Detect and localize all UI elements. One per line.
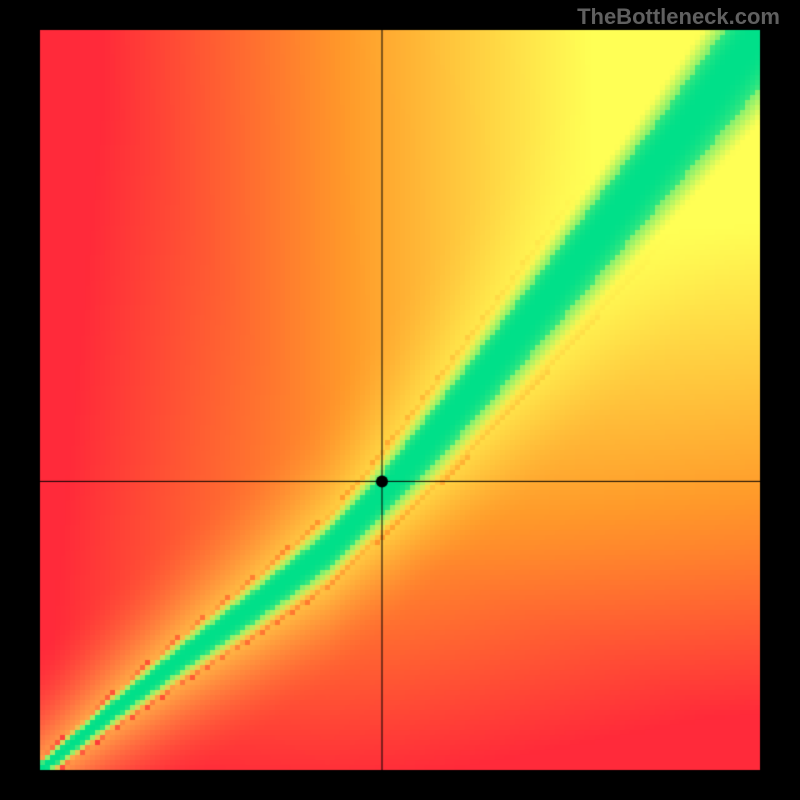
watermark-text: TheBottleneck.com [577, 4, 780, 30]
heatmap-canvas [0, 0, 800, 800]
chart-container: TheBottleneck.com [0, 0, 800, 800]
